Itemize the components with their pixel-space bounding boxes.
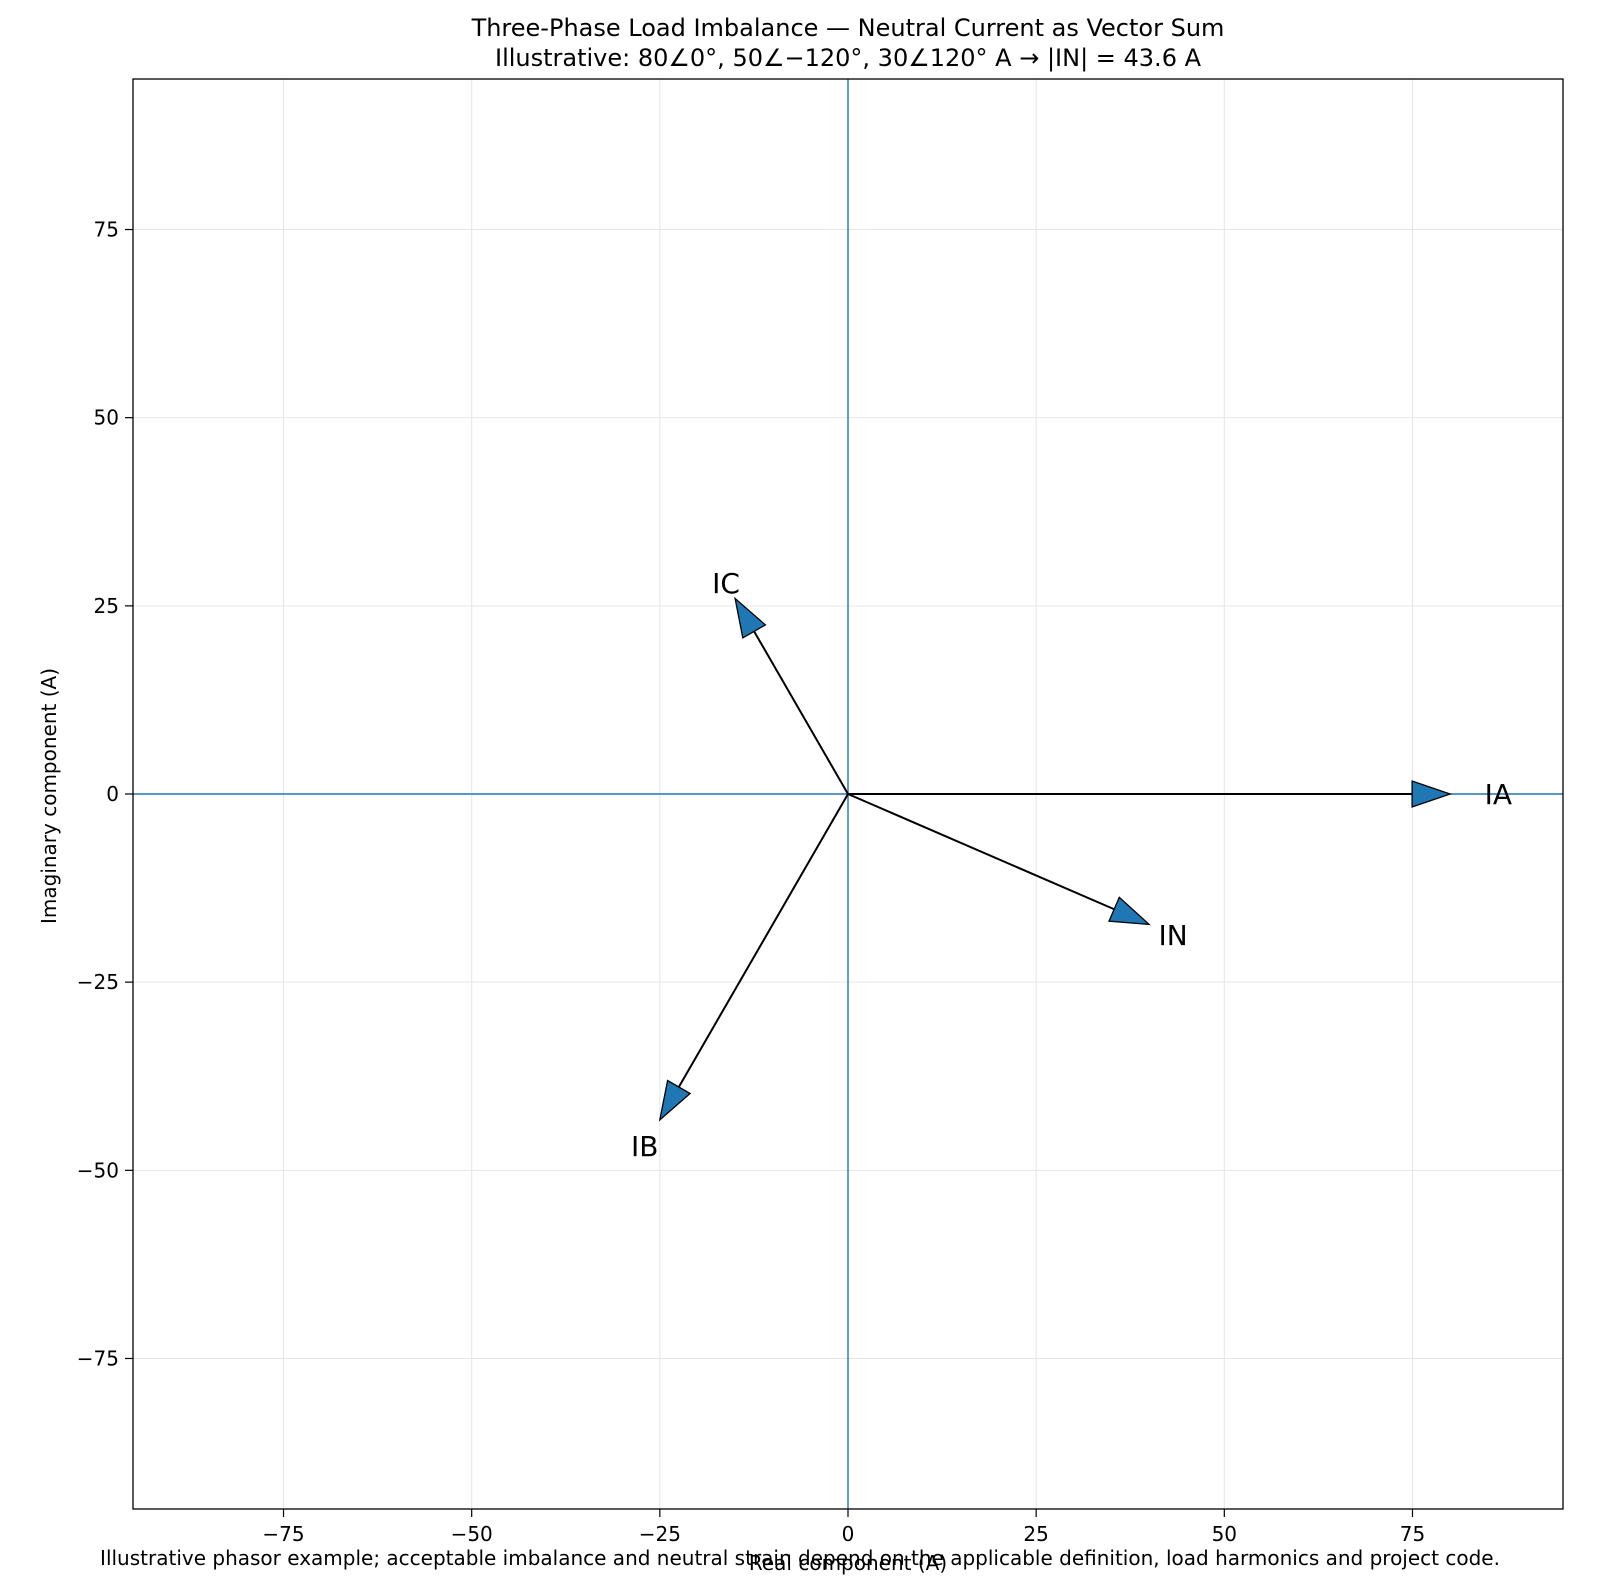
vector-arrowhead <box>734 596 767 639</box>
y-tick-label: 25 <box>94 594 119 618</box>
chart-subtitle: Illustrative: 80∠0°, 50∠−120°, 30∠120° A… <box>495 44 1202 72</box>
vector-in: IN <box>847 793 1188 952</box>
x-tick-label: 75 <box>1400 1522 1425 1546</box>
vector-label: IC <box>712 567 740 600</box>
vector-label: IB <box>631 1130 658 1163</box>
vector-ib: IB <box>631 793 849 1163</box>
y-axis-label: Imaginary component (A) <box>37 668 61 924</box>
vector-shaft <box>677 793 849 1088</box>
y-tick-label: −50 <box>77 1158 119 1182</box>
x-tick-label: 25 <box>1023 1522 1048 1546</box>
vector-shaft <box>753 630 849 795</box>
vector-label: IN <box>1159 919 1188 952</box>
vector-label: IA <box>1485 778 1512 811</box>
x-tick-label: 50 <box>1212 1522 1237 1546</box>
y-tick-label: −75 <box>77 1346 119 1370</box>
y-tick-label: 50 <box>94 406 119 430</box>
vectors: IA IB IC IN <box>631 567 1512 1163</box>
y-ticks: −75 −50 −25 0 25 50 75 <box>77 218 133 1370</box>
x-tick-label: 0 <box>842 1522 855 1546</box>
vector-arrowhead <box>1411 780 1453 808</box>
x-tick-label: −75 <box>262 1522 304 1546</box>
y-tick-label: 75 <box>94 218 119 242</box>
vector-shaft <box>847 793 1115 911</box>
vector-arrowhead <box>1108 896 1151 926</box>
vector-ia: IA <box>848 778 1512 811</box>
x-axis-label: Real component (A) <box>749 1551 947 1575</box>
y-tick-label: −25 <box>77 970 119 994</box>
x-tick-label: −25 <box>639 1522 681 1546</box>
chart-title: Three-Phase Load Imbalance — Neutral Cur… <box>471 14 1225 42</box>
x-tick-label: −50 <box>451 1522 493 1546</box>
x-ticks: −75 −50 −25 0 25 50 75 <box>262 1509 1425 1546</box>
y-tick-label: 0 <box>106 782 119 806</box>
vector-ic: IC <box>712 567 849 795</box>
vector-arrowhead <box>658 1079 692 1122</box>
footnote: Illustrative phasor example; acceptable … <box>100 1546 1500 1570</box>
